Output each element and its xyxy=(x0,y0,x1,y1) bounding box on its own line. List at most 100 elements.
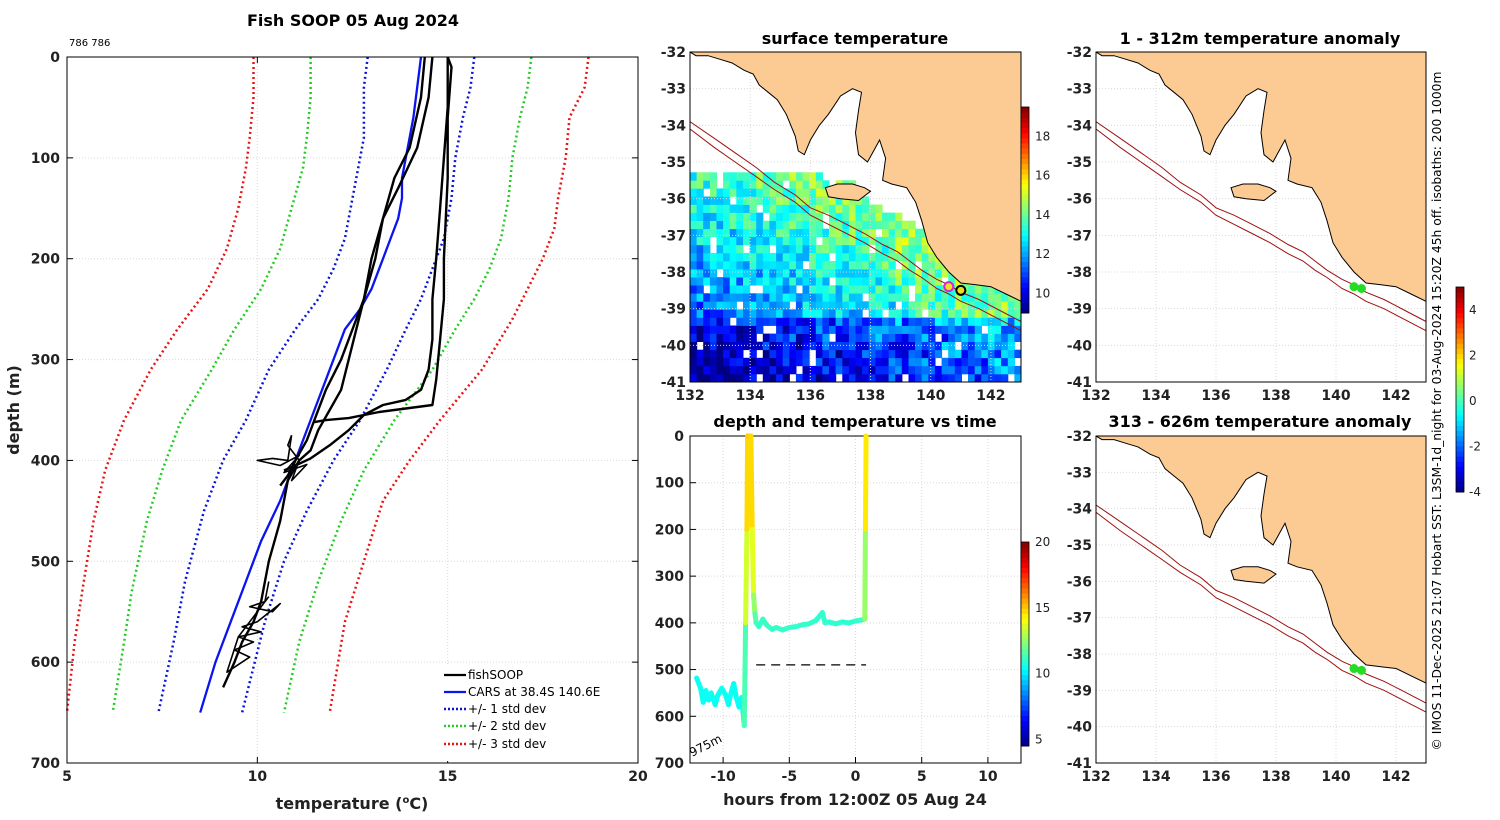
anomaly-top-axes-box xyxy=(1095,51,1427,383)
sst-y-ticks: -32 -33 -34 -35 -36 -37 -38 -39 -40 -41 xyxy=(661,45,687,391)
anomaly-top-point-0 xyxy=(1349,282,1359,292)
sst-ytick--33: -33 xyxy=(661,82,686,98)
legend-label-sd1: +/- 1 std dev xyxy=(468,702,546,716)
anomaly-top-land xyxy=(1096,52,1426,302)
anomaly-bottom-isobath-1000 xyxy=(1096,511,1426,713)
profile-panel: Fish SOOP 05 Aug 2024 786 786 5 10 15 20 0 1… xyxy=(4,11,648,813)
a2-ytick--32: -32 xyxy=(1067,429,1092,445)
depth-time-title: depth and temperature vs time xyxy=(713,412,996,431)
profile-x-label: temperature (oC) xyxy=(276,794,429,813)
profile-ytick-400: 400 xyxy=(31,453,60,469)
legend-label-sd2: +/- 2 std dev xyxy=(468,719,546,733)
dt-ytick-300: 300 xyxy=(655,569,684,585)
dt-xtick-5: 5 xyxy=(917,769,927,785)
dt-track-segment xyxy=(743,526,750,626)
depth-time-axes-box xyxy=(689,435,1022,764)
anomaly-cbar-tick--4: -4 xyxy=(1469,485,1481,499)
legend-label-cars: CARS at 38.4S 140.6E xyxy=(468,685,600,699)
dt-xtick--10: -10 xyxy=(710,769,736,785)
credit-text: © IMOS 11-Dec-2025 21:07 Hobart SST: L3S… xyxy=(1430,72,1444,751)
a1-xtick-136: 136 xyxy=(1201,388,1230,404)
sst-xtick-134: 134 xyxy=(736,388,765,404)
profile-lines xyxy=(65,56,590,713)
sst-ytick--40: -40 xyxy=(661,338,687,354)
dt-track-segment xyxy=(862,433,869,532)
profile-grid xyxy=(66,56,639,764)
a1-xtick-132: 132 xyxy=(1081,388,1110,404)
profile-ytick-200: 200 xyxy=(31,252,60,268)
profile-corner-note: 786 786 xyxy=(69,38,110,49)
anomaly-top-isobath-1000 xyxy=(1096,128,1426,332)
anomaly-cbar-tick-2: 2 xyxy=(1469,348,1477,362)
dt-track-segment xyxy=(751,592,758,617)
depth-time-x-ticks: -10 -5 0 5 10 xyxy=(710,769,997,785)
a2-xtick-136: 136 xyxy=(1201,769,1230,785)
dt-cbar-tick-15: 15 xyxy=(1035,601,1050,615)
anomaly-top-kangaroo-island xyxy=(1230,183,1277,202)
a2-ytick--41: -41 xyxy=(1067,756,1092,772)
sst-map-panel: surface temperature 132 134 136 138 140 142 -… xyxy=(661,29,1051,404)
profile-axes-box xyxy=(66,56,639,764)
sst-xtick-138: 138 xyxy=(856,388,885,404)
sst-xtick-132: 132 xyxy=(675,388,704,404)
profile-xtick-20: 20 xyxy=(628,769,648,785)
sst-cbar-tick-12: 12 xyxy=(1035,247,1050,261)
dt-xtick-0: 0 xyxy=(851,769,861,785)
anomaly-bottom-point-1 xyxy=(1357,665,1366,675)
anomaly-top-point-1 xyxy=(1357,284,1366,293)
line-cars xyxy=(199,56,423,713)
anomaly-cbar-tick-4: 4 xyxy=(1469,303,1477,317)
anomaly-bottom-land xyxy=(1096,436,1426,684)
dt-cbar-tick-10: 10 xyxy=(1035,667,1050,681)
legend-label-sd3: +/- 3 std dev xyxy=(468,737,546,751)
dt-xtick--5: -5 xyxy=(782,769,798,785)
sst-xtick-142: 142 xyxy=(976,388,1005,404)
profile-title: Fish SOOP 05 Aug 2024 xyxy=(247,11,459,30)
a1-ytick--35: -35 xyxy=(1067,155,1092,171)
line-fishsoop-2 xyxy=(279,56,426,487)
sst-marker-0 xyxy=(943,281,955,293)
a2-ytick--38: -38 xyxy=(1067,647,1092,663)
line-sd1-left xyxy=(157,56,369,713)
anomaly-bottom-points xyxy=(1349,664,1366,675)
a1-ytick--32: -32 xyxy=(1067,45,1092,61)
sst-xtick-140: 140 xyxy=(916,388,945,404)
sst-xtick-136: 136 xyxy=(796,388,825,404)
a2-ytick--37: -37 xyxy=(1067,611,1092,627)
profile-ytick-100: 100 xyxy=(31,151,60,167)
sst-x-ticks: 132 134 136 138 140 142 xyxy=(675,388,1005,404)
sst-cbar-tick-16: 16 xyxy=(1035,169,1050,183)
sst-markers xyxy=(943,281,967,296)
depth-time-y-ticks: 0 100 200 300 400 500 600 700 xyxy=(655,429,684,772)
profile-xtick-5: 5 xyxy=(62,769,72,785)
a2-ytick--34: -34 xyxy=(1067,502,1093,518)
dt-ytick-700: 700 xyxy=(655,756,684,772)
line-fishsoop-0 xyxy=(314,56,453,424)
a2-ytick--39: -39 xyxy=(1067,683,1092,699)
anomaly-bottom-y-ticks: -32 -33 -34 -35 -36 -37 -38 -39 -40 -41 xyxy=(1067,429,1093,772)
anomaly-cbar-tick-0: 0 xyxy=(1469,394,1477,408)
profile-ytick-500: 500 xyxy=(31,554,60,570)
a1-ytick--34: -34 xyxy=(1067,118,1093,134)
a2-xtick-142: 142 xyxy=(1381,769,1410,785)
dt-ytick-100: 100 xyxy=(655,476,684,492)
a2-xtick-138: 138 xyxy=(1261,769,1290,785)
anomaly-bottom-x-ticks: 132 134 136 138 140 142 xyxy=(1081,769,1410,785)
anomaly-colorbar: -4 -2 0 2 4 xyxy=(1455,286,1481,499)
profile-y-ticks: 0 100 200 300 400 500 600 700 xyxy=(31,50,60,772)
legend-label-fishsoop: fishSOOP xyxy=(468,668,523,682)
a1-xtick-142: 142 xyxy=(1381,388,1410,404)
dt-track-segment xyxy=(741,620,749,729)
dt-track-segment xyxy=(749,526,757,598)
anomaly-top-points xyxy=(1349,282,1366,293)
dt-ytick-0: 0 xyxy=(674,429,684,445)
dt-ytick-400: 400 xyxy=(655,616,684,632)
anomaly-top-title: 1 - 312m temperature anomaly xyxy=(1120,29,1401,48)
sst-land xyxy=(690,52,1021,302)
sst-ytick--34: -34 xyxy=(661,118,687,134)
sst-ytick--41: -41 xyxy=(661,375,686,391)
anomaly-cbar-tick--2: -2 xyxy=(1469,439,1481,453)
sst-ytick--35: -35 xyxy=(661,155,686,171)
dt-track-segment xyxy=(748,433,755,532)
depth-time-x-label: hours from 12:00Z 05 Aug 24 xyxy=(723,790,987,809)
